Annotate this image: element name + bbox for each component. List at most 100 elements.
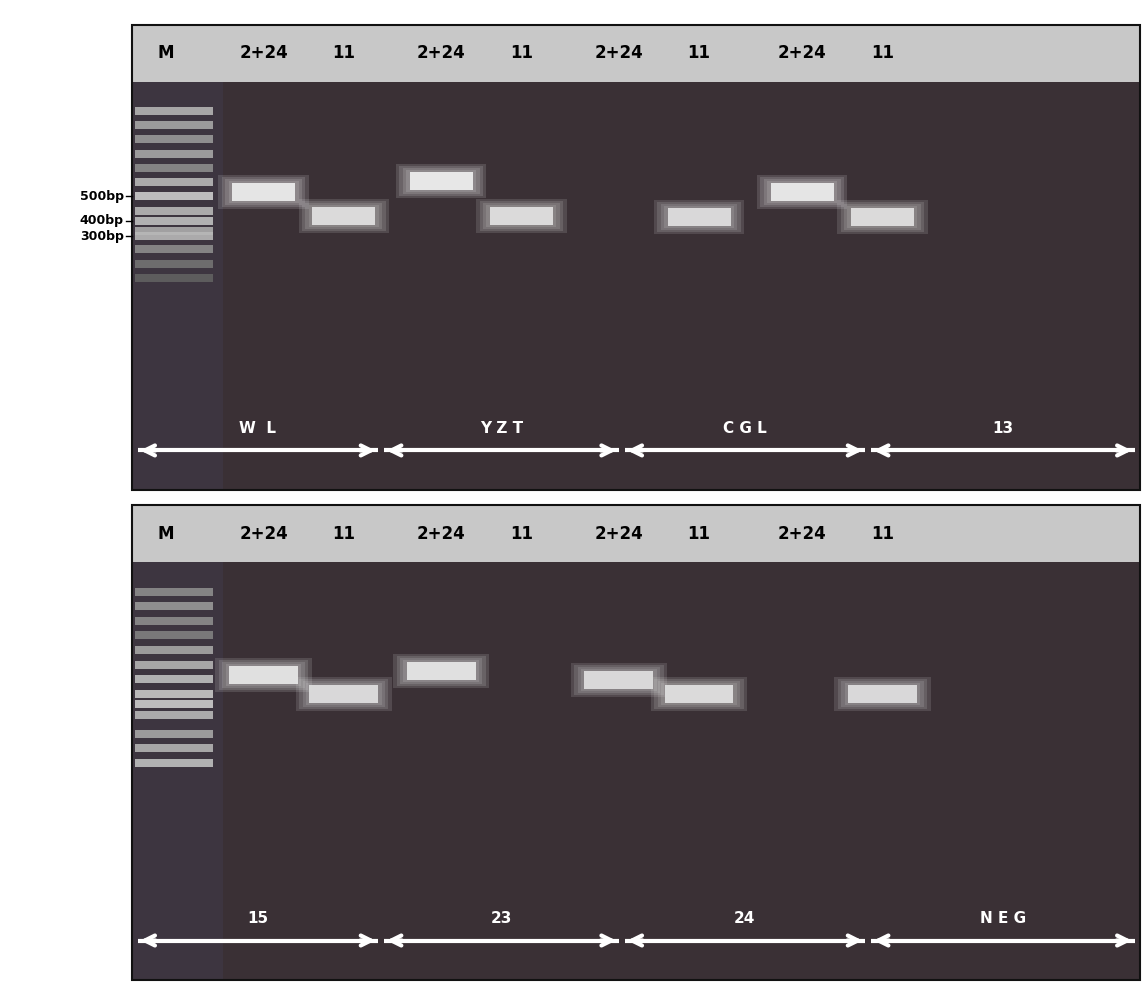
Bar — [229, 181, 298, 203]
Bar — [845, 683, 920, 705]
Bar — [135, 246, 213, 253]
Bar — [229, 666, 298, 684]
Bar — [132, 25, 1140, 490]
Bar — [479, 201, 564, 231]
Bar — [574, 665, 664, 695]
Bar — [841, 681, 924, 707]
Text: 13: 13 — [992, 421, 1013, 436]
Bar — [132, 562, 223, 980]
Bar — [654, 679, 744, 709]
Bar — [219, 175, 309, 209]
Text: 2+24: 2+24 — [240, 525, 288, 543]
Bar — [135, 759, 213, 767]
Bar — [135, 675, 213, 683]
Bar — [393, 654, 489, 688]
Text: 23: 23 — [490, 911, 512, 926]
Bar — [135, 690, 213, 698]
Bar — [665, 685, 733, 703]
Bar — [135, 632, 213, 640]
Text: C G L: C G L — [723, 421, 767, 436]
Bar — [848, 206, 918, 228]
Bar — [135, 700, 213, 708]
Text: 11: 11 — [332, 525, 355, 543]
Bar — [135, 227, 213, 235]
Text: 24: 24 — [735, 911, 755, 926]
Text: 2+24: 2+24 — [417, 525, 465, 543]
Text: 11: 11 — [510, 525, 533, 543]
Bar — [584, 671, 653, 689]
Bar — [837, 200, 928, 234]
Bar — [135, 107, 213, 115]
Text: 2+24: 2+24 — [417, 45, 465, 62]
Bar — [770, 183, 834, 201]
Bar — [653, 200, 745, 234]
Bar — [407, 170, 477, 192]
Bar — [400, 658, 482, 684]
Bar — [135, 646, 213, 654]
Bar — [135, 274, 213, 282]
Bar — [312, 207, 375, 225]
Bar — [222, 177, 305, 207]
Bar — [135, 259, 213, 267]
Bar — [135, 711, 213, 719]
Bar — [135, 136, 213, 144]
Bar — [761, 177, 843, 207]
Bar — [226, 179, 303, 205]
Bar — [132, 82, 1140, 490]
Text: 11: 11 — [871, 45, 894, 62]
Bar — [397, 164, 486, 198]
Bar — [850, 208, 915, 226]
Bar — [581, 669, 657, 691]
Bar — [132, 562, 1140, 980]
Text: 11: 11 — [688, 525, 711, 543]
Bar — [834, 677, 931, 711]
Bar — [296, 677, 392, 711]
Bar — [756, 175, 848, 209]
Text: 2+24: 2+24 — [778, 525, 826, 543]
Bar — [305, 203, 382, 229]
Bar — [841, 202, 924, 232]
Text: 300bp: 300bp — [80, 230, 124, 243]
Bar — [399, 166, 484, 196]
Bar — [410, 172, 472, 190]
Bar — [303, 681, 385, 707]
Text: 2+24: 2+24 — [240, 45, 288, 62]
Bar — [486, 205, 556, 227]
Bar — [135, 744, 213, 752]
Text: 2+24: 2+24 — [778, 45, 826, 62]
Bar — [763, 179, 841, 205]
Bar — [219, 660, 308, 690]
Bar — [135, 602, 213, 610]
Bar — [484, 203, 560, 229]
Bar — [132, 505, 1140, 562]
Text: 400bp: 400bp — [80, 215, 124, 228]
Bar — [231, 183, 296, 201]
Text: M: M — [158, 45, 174, 62]
Bar — [578, 667, 660, 693]
Bar — [226, 664, 301, 686]
Bar — [132, 82, 223, 490]
Bar — [665, 206, 735, 228]
Bar — [298, 199, 390, 233]
Text: 11: 11 — [871, 525, 894, 543]
Bar — [658, 681, 740, 707]
Bar — [135, 121, 213, 129]
Bar — [838, 679, 927, 709]
Bar — [135, 207, 213, 215]
Bar — [299, 679, 388, 709]
Text: M: M — [158, 525, 174, 543]
Text: W  L: W L — [240, 421, 276, 436]
Bar — [222, 662, 305, 688]
Bar — [135, 730, 213, 738]
Text: 11: 11 — [688, 45, 711, 62]
Bar — [135, 617, 213, 625]
Bar — [215, 658, 312, 692]
Bar — [490, 207, 552, 225]
Text: Y Z T: Y Z T — [480, 421, 523, 436]
Text: 2+24: 2+24 — [595, 525, 643, 543]
Text: 2+24: 2+24 — [595, 45, 643, 62]
Bar — [403, 168, 479, 194]
Text: 500bp: 500bp — [80, 190, 124, 203]
Bar — [132, 25, 1140, 82]
Bar — [407, 662, 476, 680]
